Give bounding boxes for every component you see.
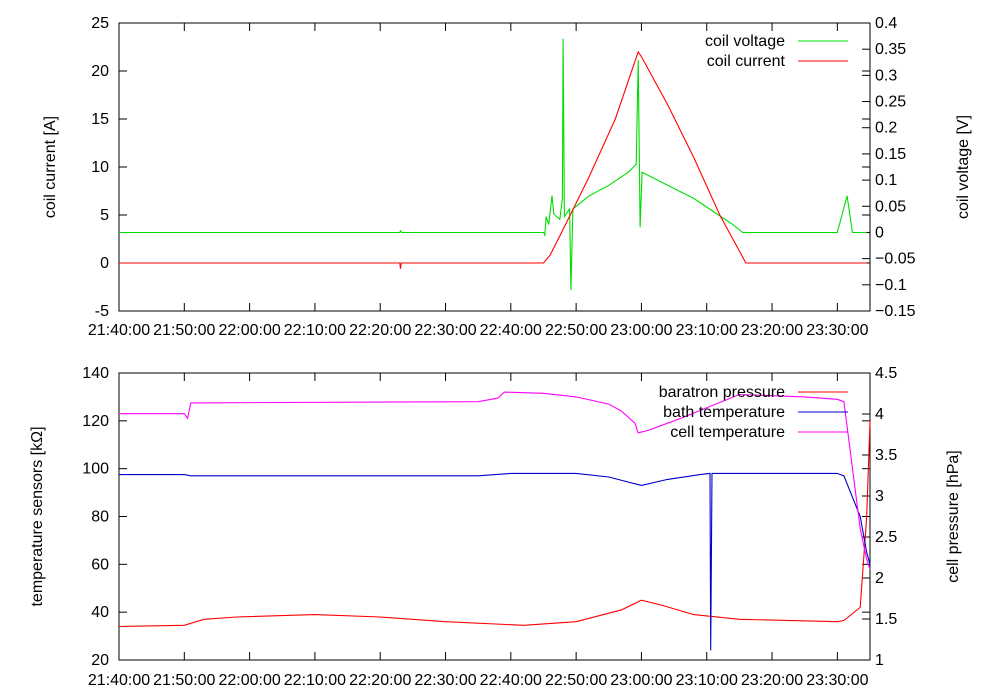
y2-tick-label: 0.05 [875, 198, 906, 215]
y-tick-label: 10 [91, 159, 109, 176]
y2-tick-label: 1.5 [875, 611, 897, 628]
x-tick-label: 23:00:00 [610, 322, 672, 339]
x-tick-label: 22:10:00 [284, 322, 346, 339]
x-tick-label: 23:00:00 [610, 672, 672, 689]
y2-axis-label: cell pressure [hPa] [945, 450, 962, 583]
x-tick-label: 22:00:00 [218, 672, 280, 689]
y-tick-label: 40 [91, 604, 109, 621]
y-tick-label: -5 [95, 303, 109, 320]
y2-tick-label: 0.4 [875, 15, 897, 32]
y-tick-label: 20 [91, 652, 109, 669]
y2-tick-label: 2 [875, 570, 884, 587]
legend-label: coil voltage [705, 33, 785, 50]
legend-label: cell temperature [670, 424, 785, 441]
x-tick-label: 23:10:00 [676, 322, 738, 339]
x-tick-label: 21:50:00 [153, 672, 215, 689]
x-tick-label: 22:20:00 [349, 672, 411, 689]
y2-tick-label: 0.2 [875, 120, 897, 137]
x-tick-label: 23:30:00 [806, 322, 868, 339]
y-tick-label: 15 [91, 111, 109, 128]
y2-tick-label: −0.1 [875, 277, 907, 294]
x-tick-label: 21:50:00 [153, 322, 215, 339]
x-tick-label: 23:20:00 [741, 322, 803, 339]
series-line-baratron-pressure [118, 420, 871, 628]
x-tick-label: 23:30:00 [806, 672, 868, 689]
y2-tick-label: 2.5 [875, 529, 897, 546]
x-tick-label: 23:10:00 [676, 672, 738, 689]
series-line-coil-current [119, 50, 867, 269]
y2-tick-label: 0.35 [875, 41, 906, 58]
series-line-bath-temperature [119, 472, 871, 651]
y2-tick-label: 0.15 [875, 146, 906, 163]
y-tick-label: 20 [91, 63, 109, 80]
y-tick-label: 25 [91, 15, 109, 32]
x-tick-label: 23:20:00 [741, 672, 803, 689]
x-tick-label: 21:40:00 [88, 322, 150, 339]
y2-axis-label: coil voltage [V] [955, 115, 972, 219]
y2-tick-label: 3 [875, 488, 884, 505]
y-tick-label: 5 [100, 207, 109, 224]
y-axis-label: coil current [A] [42, 116, 59, 218]
x-tick-label: 22:40:00 [480, 322, 542, 339]
x-tick-label: 22:30:00 [414, 322, 476, 339]
y-tick-label: 0 [100, 255, 109, 272]
y-tick-label: 120 [82, 413, 109, 430]
x-tick-label: 22:40:00 [480, 672, 542, 689]
y2-tick-label: 4 [875, 406, 884, 423]
y2-tick-label: 4.5 [875, 365, 897, 382]
x-tick-label: 22:00:00 [218, 322, 280, 339]
x-tick-label: 21:40:00 [88, 672, 150, 689]
y-tick-label: 140 [82, 365, 109, 382]
x-tick-label: 22:10:00 [284, 672, 346, 689]
x-tick-label: 22:50:00 [545, 672, 607, 689]
legend-label: baratron pressure [659, 384, 785, 401]
x-tick-label: 22:50:00 [545, 322, 607, 339]
y2-tick-label: −0.05 [875, 251, 916, 268]
legend-label: bath temperature [663, 404, 785, 421]
y2-tick-label: 0.3 [875, 67, 897, 84]
y2-tick-label: 1 [875, 652, 884, 669]
y-tick-label: 60 [91, 556, 109, 573]
x-tick-label: 22:20:00 [349, 322, 411, 339]
y2-tick-label: −0.15 [875, 303, 916, 320]
y2-tick-label: 0.1 [875, 172, 897, 189]
series-line-cell-temperature [119, 391, 871, 570]
y-axis-label: temperature sensors [kΩ] [29, 426, 46, 606]
y-tick-label: 100 [82, 461, 109, 478]
x-tick-label: 22:30:00 [414, 672, 476, 689]
series-line-coil-voltage [119, 38, 867, 291]
legend-label: coil current [707, 53, 786, 70]
y2-tick-label: 3.5 [875, 447, 897, 464]
y2-tick-label: 0 [875, 224, 884, 241]
y2-tick-label: 0.25 [875, 94, 906, 111]
y-tick-label: 80 [91, 509, 109, 526]
